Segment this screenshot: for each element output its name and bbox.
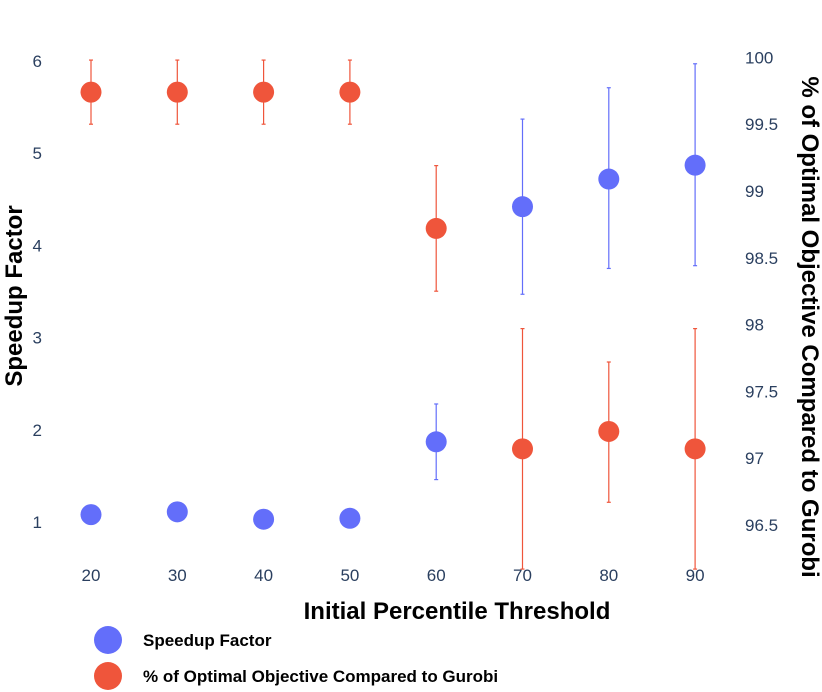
x-tick-label: 20	[82, 566, 101, 585]
right-tick-label: 97	[745, 449, 764, 468]
point-optimal[interactable]	[684, 438, 706, 460]
x-tick-label: 60	[427, 566, 446, 585]
point-optimal[interactable]	[425, 217, 447, 239]
left-tick-label: 1	[33, 513, 42, 532]
point-speedup[interactable]	[166, 501, 188, 523]
right-tick-label: 97.5	[745, 382, 778, 401]
left-tick-label: 3	[33, 329, 42, 348]
x-tick-label: 40	[254, 566, 273, 585]
right-tick-label: 96.5	[745, 516, 778, 535]
point-speedup[interactable]	[339, 507, 361, 529]
point-speedup[interactable]	[253, 508, 275, 530]
point-optimal[interactable]	[598, 420, 620, 442]
series-speedup	[80, 63, 706, 530]
x-tick-label: 90	[686, 566, 705, 585]
point-optimal[interactable]	[253, 81, 275, 103]
point-speedup[interactable]	[684, 154, 706, 176]
x-axis-ticks: 20 30 40 50 60 70 80 90	[82, 566, 705, 585]
legend-marker-optimal	[94, 662, 122, 690]
legend-marker-speedup	[94, 626, 122, 654]
left-y-axis-ticks: 1 2 3 4 5 6	[33, 52, 42, 532]
point-speedup[interactable]	[598, 168, 620, 190]
legend-item-speedup[interactable]: Speedup Factor	[94, 626, 272, 654]
right-y-axis-ticks: 96.5 97 97.5 98 98.5 99 99.5 100	[745, 48, 778, 535]
right-tick-label: 99.5	[745, 115, 778, 134]
right-tick-label: 98	[745, 316, 764, 335]
x-tick-label: 70	[513, 566, 532, 585]
left-tick-label: 6	[33, 52, 42, 71]
right-y-axis-title: % of Optimal Objective Compared to Gurob…	[796, 76, 822, 577]
point-speedup[interactable]	[80, 504, 102, 526]
left-tick-label: 4	[33, 236, 42, 255]
point-optimal[interactable]	[512, 438, 533, 460]
x-axis-title: Initial Percentile Threshold	[304, 598, 611, 625]
point-optimal[interactable]	[339, 81, 361, 103]
x-tick-label: 80	[599, 566, 618, 585]
series-optimal	[80, 59, 706, 570]
point-speedup[interactable]	[512, 196, 533, 218]
x-tick-label: 30	[168, 566, 187, 585]
legend-item-optimal[interactable]: % of Optimal Objective Compared to Gurob…	[94, 662, 498, 690]
left-tick-label: 5	[33, 144, 42, 163]
point-optimal[interactable]	[166, 81, 188, 103]
legend-label-optimal: % of Optimal Objective Compared to Gurob…	[143, 667, 498, 686]
right-tick-label: 98.5	[745, 249, 778, 268]
right-tick-label: 100	[745, 48, 773, 67]
left-y-axis-title: Speedup Factor	[1, 205, 28, 386]
right-tick-label: 99	[745, 182, 764, 201]
legend: Speedup Factor % of Optimal Objective Co…	[94, 626, 498, 690]
point-optimal[interactable]	[80, 81, 102, 103]
point-speedup[interactable]	[425, 431, 447, 453]
plot-area	[80, 59, 706, 570]
left-tick-label: 2	[33, 421, 42, 440]
legend-label-speedup: Speedup Factor	[143, 631, 272, 650]
x-tick-label: 50	[340, 566, 359, 585]
